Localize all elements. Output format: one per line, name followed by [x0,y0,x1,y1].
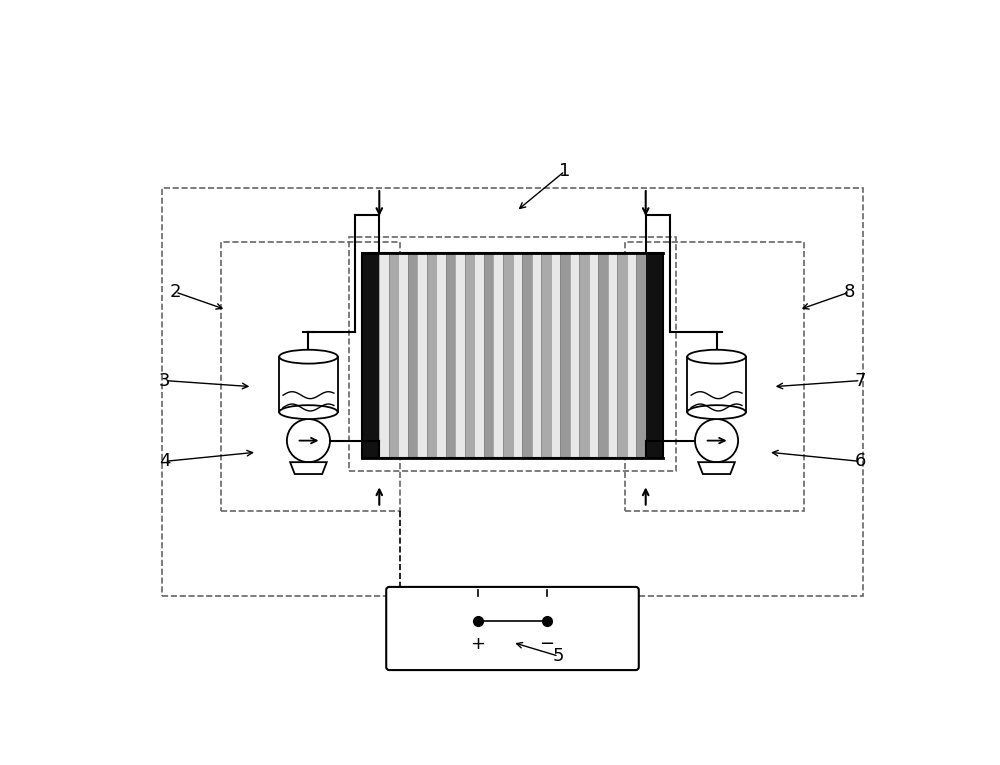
Bar [493,253,503,457]
Bar [512,253,522,457]
Bar [579,253,589,457]
Text: +: + [470,635,485,653]
Bar [541,253,551,457]
Bar [221,242,400,512]
Bar [532,253,541,457]
FancyBboxPatch shape [386,587,639,670]
Ellipse shape [687,405,746,419]
Text: 7: 7 [855,372,866,389]
Bar [417,253,427,457]
Text: 6: 6 [855,452,866,470]
Bar [608,253,617,457]
Bar [398,253,408,457]
Polygon shape [290,462,327,474]
Bar [389,253,398,457]
Circle shape [695,419,738,462]
Bar [379,253,389,457]
Polygon shape [698,462,735,474]
Bar [625,242,804,512]
Bar [589,253,598,457]
Bar [455,253,465,457]
Bar [551,253,560,457]
Text: 2: 2 [169,283,181,301]
Bar [484,253,493,457]
Text: 3: 3 [159,372,170,389]
Bar [436,253,446,457]
Text: 5: 5 [553,647,564,666]
Bar [598,253,608,457]
Bar [279,356,338,412]
Bar [408,253,417,457]
Ellipse shape [279,350,338,363]
Bar [646,253,663,457]
Bar [465,253,474,457]
Bar [427,253,436,457]
Bar [570,253,579,457]
Bar [522,253,532,457]
Bar [687,356,746,412]
Text: 4: 4 [159,452,170,470]
Text: 8: 8 [844,283,855,301]
Bar [446,253,455,457]
Bar [162,188,863,596]
Bar [560,253,570,457]
Bar [627,253,636,457]
Bar [362,253,663,457]
Ellipse shape [279,405,338,419]
Circle shape [287,419,330,462]
Bar [349,236,676,471]
Text: 1: 1 [559,162,571,180]
Bar [503,253,513,457]
Bar [474,253,484,457]
Bar [636,253,646,457]
Bar [362,253,379,457]
Ellipse shape [687,350,746,363]
Bar [617,253,627,457]
Text: −: − [540,635,555,653]
